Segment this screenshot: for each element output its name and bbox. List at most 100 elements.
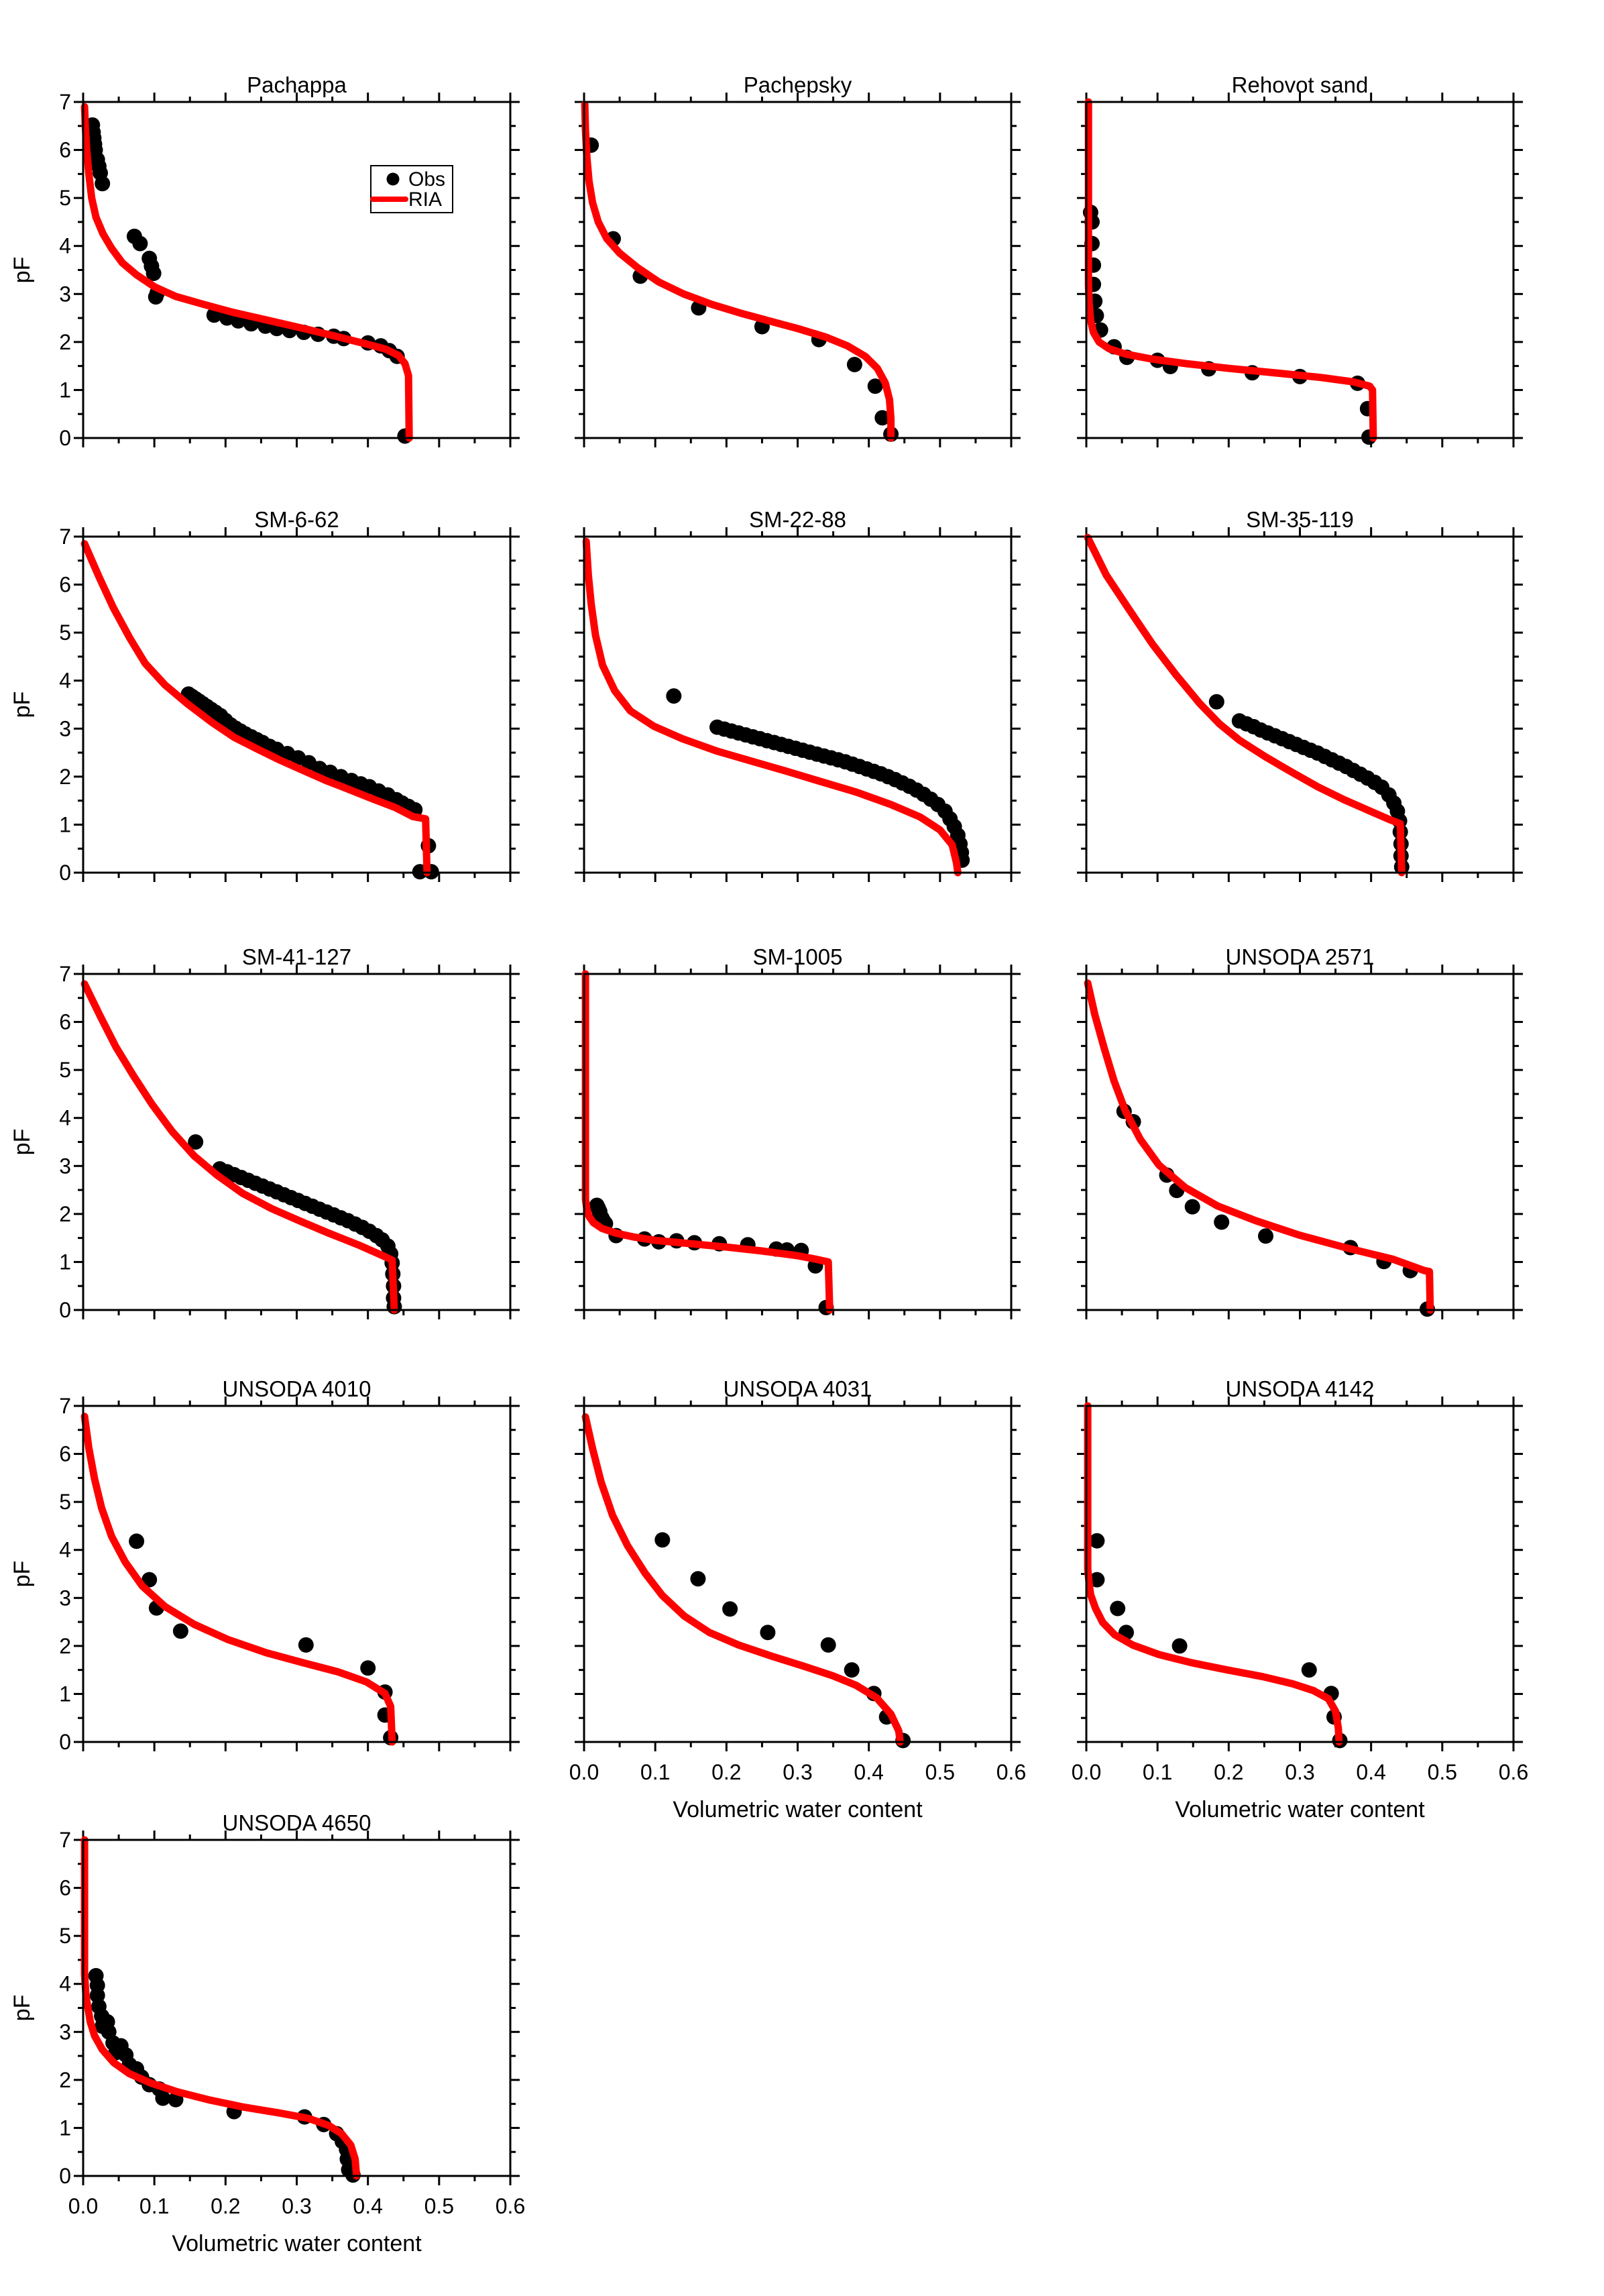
y-tick-label: 6 xyxy=(59,138,71,162)
legend-obs-marker xyxy=(386,172,400,186)
obs-point xyxy=(690,1571,706,1587)
ria-line xyxy=(581,101,895,442)
ria-line xyxy=(80,103,413,442)
y-tick-label: 2 xyxy=(59,2068,71,2092)
obs-point xyxy=(1089,1572,1105,1588)
y-tick-label: 7 xyxy=(59,1828,71,1852)
ria-line xyxy=(80,1413,396,1746)
axis-ticks xyxy=(575,1397,1021,1751)
y-tick-label: 6 xyxy=(59,573,71,597)
y-axis-title: pF xyxy=(9,257,35,284)
y-tick-label: 0 xyxy=(59,861,71,885)
y-tick-labels: 0 1 2 3 4 5 6 7 xyxy=(59,962,71,1322)
plot-frame xyxy=(82,1839,512,2177)
x-tick-label: 0.0 xyxy=(569,1760,599,1784)
axis-ticks xyxy=(74,93,520,447)
plot-frame xyxy=(82,535,512,874)
ria-line xyxy=(581,970,834,1314)
axis-ticks xyxy=(1077,1397,1523,1751)
y-tick-label: 3 xyxy=(59,282,71,306)
plot-frame xyxy=(1085,973,1515,1311)
obs-point xyxy=(1089,1533,1105,1549)
x-tick-label: 0.5 xyxy=(925,1760,955,1784)
x-tick-label: 0.4 xyxy=(854,1760,883,1784)
ria-line xyxy=(80,1836,361,2180)
y-axis-title: pF xyxy=(9,1995,35,2022)
y-tick-label: 7 xyxy=(59,525,71,549)
plot-frame xyxy=(583,973,1013,1311)
obs-point xyxy=(1208,694,1224,710)
x-tick-label: 0.0 xyxy=(1072,1760,1101,1784)
plot-frame xyxy=(1085,101,1515,439)
obs-point xyxy=(654,1532,671,1548)
plot-frame xyxy=(1085,1405,1515,1743)
obs-point xyxy=(867,378,883,394)
y-axis-title: pF xyxy=(9,692,35,718)
y-tick-label: 7 xyxy=(59,962,71,986)
obs-series xyxy=(1208,694,1410,875)
x-tick-label: 0.1 xyxy=(1143,1760,1172,1784)
legend-box xyxy=(370,165,453,213)
obs-series xyxy=(84,117,413,444)
plot-frame xyxy=(583,535,1013,874)
x-tick-label: 0.1 xyxy=(139,2194,169,2218)
subplot-sm-1005: SM-1005 xyxy=(575,944,1021,1319)
ria-line xyxy=(582,537,962,877)
x-tick-label: 0.3 xyxy=(282,2194,311,2218)
axis-ticks xyxy=(1077,93,1523,447)
y-tick-label: 0 xyxy=(59,1730,71,1754)
axis-ticks xyxy=(575,965,1021,1319)
y-tick-label: 6 xyxy=(59,1442,71,1466)
x-tick-label: 0.2 xyxy=(711,1760,741,1784)
y-tick-label: 4 xyxy=(59,234,71,258)
plot-frame xyxy=(583,1405,1013,1743)
obs-point xyxy=(188,1134,204,1150)
obs-series xyxy=(188,1134,402,1315)
axis-ticks xyxy=(74,527,520,882)
y-tick-label: 5 xyxy=(59,620,71,645)
obs-point xyxy=(1301,1662,1317,1678)
obs-point xyxy=(95,176,111,192)
axis-ticks xyxy=(74,1830,520,2185)
y-tick-label: 7 xyxy=(59,1394,71,1418)
y-tick-label: 2 xyxy=(59,330,71,354)
obs-series xyxy=(129,1533,399,1746)
obs-point xyxy=(1171,1638,1188,1654)
obs-series xyxy=(583,137,899,442)
y-tick-label: 5 xyxy=(59,1490,71,1514)
x-tick-label: 0.3 xyxy=(783,1760,812,1784)
y-tick-label: 4 xyxy=(59,1106,71,1130)
ria-line xyxy=(1084,979,1434,1314)
axis-ticks xyxy=(74,965,520,1319)
plot-frame xyxy=(583,101,1013,439)
obs-point xyxy=(360,1660,376,1676)
obs-point xyxy=(760,1625,776,1641)
subplot-rehovot-sand: Rehovot sand xyxy=(1077,72,1523,447)
y-tick-label: 1 xyxy=(59,812,71,836)
obs-point xyxy=(666,688,682,704)
ria-line xyxy=(1084,533,1406,877)
x-tick-label: 0.5 xyxy=(1428,1760,1457,1784)
y-tick-label: 5 xyxy=(59,1058,71,1082)
obs-point xyxy=(874,410,891,426)
ria-line xyxy=(80,980,398,1314)
obs-series xyxy=(180,686,439,880)
obs-point xyxy=(172,1623,188,1639)
y-tick-label: 0 xyxy=(59,426,71,450)
y-tick-label: 4 xyxy=(59,1538,71,1562)
subplot-sm-35-119: SM-35-119 xyxy=(1077,507,1523,882)
y-tick-label: 3 xyxy=(59,716,71,741)
y-tick-label: 3 xyxy=(59,2020,71,2044)
x-axis-title: Volumetric water content xyxy=(172,2231,422,2256)
x-tick-label: 0.2 xyxy=(1214,1760,1243,1784)
obs-series xyxy=(1082,205,1377,445)
legend-obs-label: Obs xyxy=(408,168,445,190)
obs-point xyxy=(132,235,148,252)
axis-ticks xyxy=(74,1397,520,1751)
obs-point xyxy=(820,1637,836,1653)
